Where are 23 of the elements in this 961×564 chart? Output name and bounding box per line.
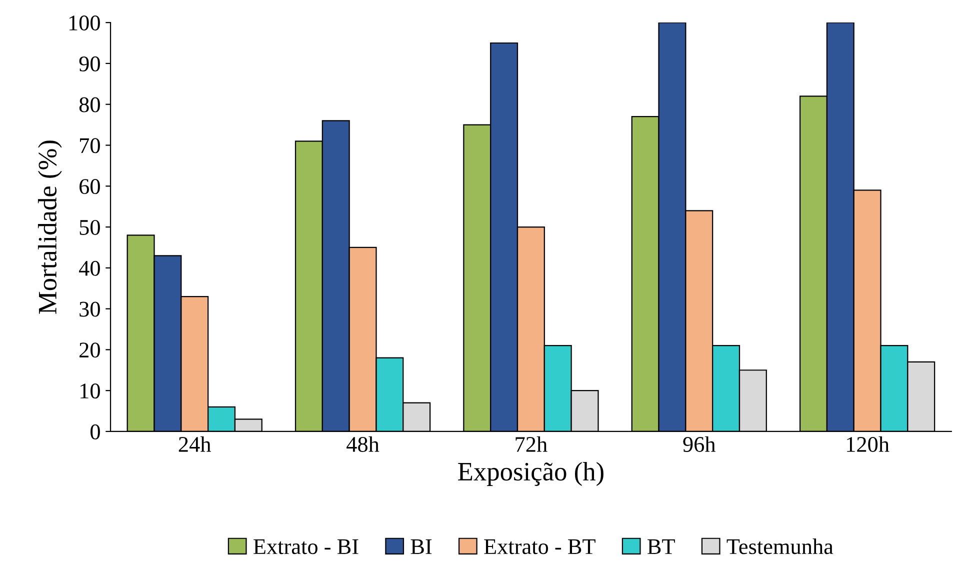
y-tick-label: 50 [80, 220, 100, 235]
y-tick-label: 40 [79, 260, 100, 276]
y-tick-label: 30 [80, 302, 100, 317]
x-tick-label: 96h [683, 436, 716, 452]
y-axis-title: Mortalidade (%) [38, 140, 62, 314]
y-tick-label: 0 [90, 424, 100, 440]
x-axis-title: Exposição (h) [458, 462, 604, 486]
x-tick-label: 48h [346, 436, 380, 452]
legend-label: Extrato - BI [254, 539, 358, 554]
legend-label: Testemunha [726, 538, 834, 554]
legend-label: Extrato - BT [484, 539, 596, 554]
x-tick-label: 120h [847, 436, 890, 452]
x-tick-label: 72h [516, 436, 548, 452]
y-tick-label: 70 [80, 138, 100, 154]
y-tick-label: 90 [79, 56, 100, 72]
y-tick-label: 60 [80, 179, 100, 194]
legend-label: BI [410, 539, 432, 554]
x-tick-label: 24h [178, 436, 211, 452]
y-tick-label: 20 [80, 342, 100, 358]
y-tick-label: 80 [79, 97, 100, 112]
y-tick-label: 10 [80, 384, 100, 398]
legend-label: BT [648, 539, 675, 554]
y-tick-label: 100 [69, 15, 100, 30]
